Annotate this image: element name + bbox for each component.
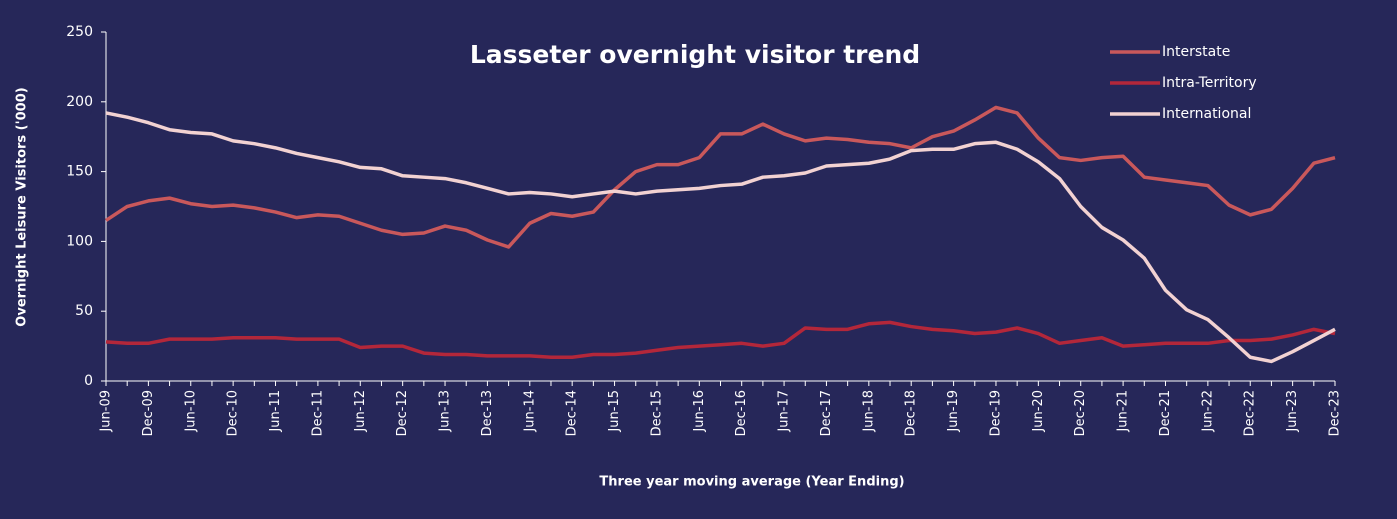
x-tick-label: Jun-23 [1285,390,1300,433]
x-tick-label: Dec-22 [1243,390,1258,436]
x-tick-label: Dec-12 [395,390,410,436]
y-tick-label: 50 [75,303,93,319]
x-tick-label: Dec-16 [734,390,749,436]
x-tick-label: Dec-11 [310,390,325,436]
y-tick-label: 250 [66,24,93,40]
x-tick-label: Dec-14 [565,390,580,436]
x-axis-title: Three year moving average (Year Ending) [599,475,904,490]
legend-label: Intra-Territory [1162,75,1257,91]
y-tick-label: 100 [66,233,93,249]
line-series [105,111,1336,364]
x-tick-label: Jun-20 [1031,390,1046,433]
x-tick-label: Jun-12 [353,390,368,433]
line-series [105,320,1336,360]
x-tick-label: Dec-10 [226,390,241,436]
x-tick-label: Dec-20 [1073,390,1088,436]
x-tick-label: Dec-13 [480,390,495,436]
y-tick-label: 0 [84,373,93,389]
x-tick-label: Jun-10 [183,390,198,433]
x-tick-label: Dec-19 [988,390,1003,436]
x-tick-label: Dec-21 [1158,390,1173,436]
chart-title: Lasseter overnight visitor trend [470,40,920,69]
x-tick-label: Jun-11 [268,390,283,433]
line-series [105,105,1336,249]
x-tick-label: Dec-09 [141,390,156,436]
y-tick-label: 200 [66,94,93,110]
x-tick-label: Jun-13 [438,390,453,433]
x-tick-label: Jun-09 [99,390,114,433]
legend-label: International [1162,106,1251,122]
x-tick-label: Jun-21 [1116,390,1131,433]
x-tick-label: Dec-17 [819,390,834,436]
x-tick-label: Jun-14 [522,390,537,433]
x-tick-label: Jun-17 [777,390,792,433]
x-tick-label: Jun-22 [1200,390,1215,433]
legend-label: Interstate [1162,44,1230,60]
x-tick-label: Jun-19 [946,390,961,433]
x-tick-label: Jun-15 [607,390,622,433]
x-tick-label: Dec-18 [904,390,919,436]
x-tick-label: Dec-23 [1328,390,1343,436]
y-axis-title: Overnight Leisure Visitors ('000) [15,87,30,326]
x-tick-label: Jun-16 [692,390,707,433]
x-tick-label: Dec-15 [649,390,664,436]
y-tick-label: 150 [66,164,93,180]
x-tick-label: Jun-18 [861,390,876,433]
